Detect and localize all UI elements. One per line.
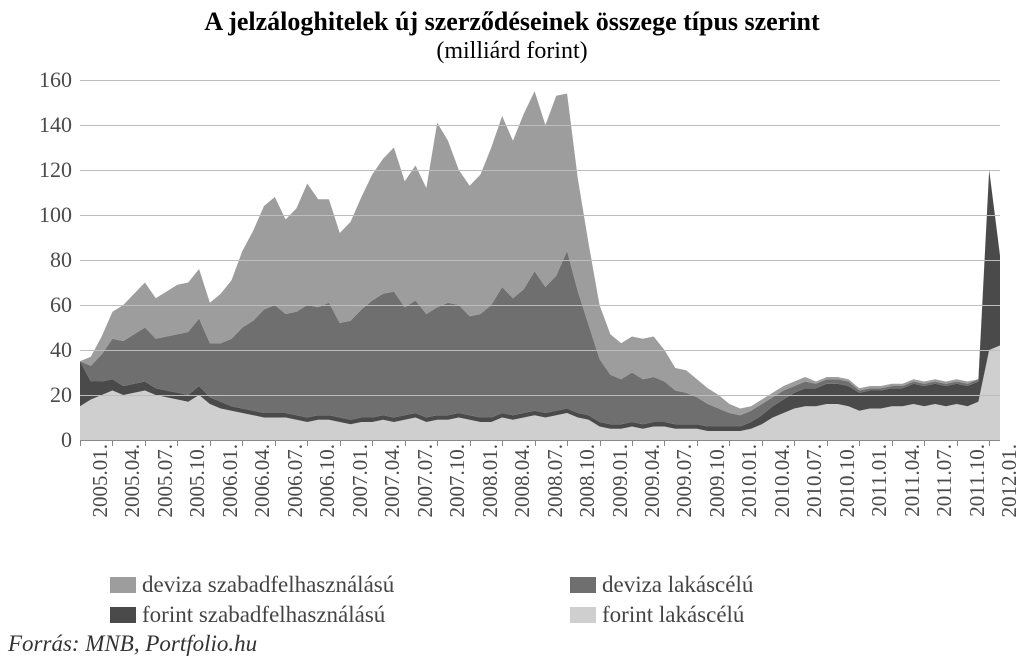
x-tick-mark xyxy=(957,440,958,446)
legend-label: deviza lakáscélú xyxy=(602,572,753,598)
x-tick-label: 2007.01. xyxy=(348,444,373,518)
x-tick-label: 2009.07. xyxy=(672,444,697,518)
plot-area: 020406080100120140160 xyxy=(80,80,1000,441)
x-tick-label: 2006.01. xyxy=(218,444,243,518)
x-tick-mark xyxy=(924,440,925,446)
x-tick-mark xyxy=(372,440,373,446)
x-tick-label: 2010.04. xyxy=(770,444,795,518)
x-tick-label: 2005.04. xyxy=(120,444,145,518)
grid-line xyxy=(80,215,1000,216)
x-tick-label: 2008.10. xyxy=(575,444,600,518)
x-tick-mark xyxy=(632,440,633,446)
grid-line xyxy=(80,125,1000,126)
legend: deviza szabadfelhasználású deviza lakásc… xyxy=(110,572,970,632)
y-tick-label: 100 xyxy=(39,202,80,228)
x-tick-label: 2007.10. xyxy=(445,444,470,518)
legend-item-forint-lakascelu: forint lakáscélú xyxy=(570,602,970,628)
x-tick-label: 2011.10. xyxy=(965,444,990,517)
y-tick-label: 160 xyxy=(39,67,80,93)
legend-label: forint lakáscélú xyxy=(602,602,744,628)
x-tick-mark xyxy=(177,440,178,446)
swatch-icon xyxy=(570,577,596,593)
grid-line xyxy=(80,170,1000,171)
grid-line xyxy=(80,80,1000,81)
legend-item-forint-szabad: forint szabadfelhasználású xyxy=(110,602,510,628)
x-tick-mark xyxy=(697,440,698,446)
x-tick-mark xyxy=(80,440,81,446)
chart-subtitle: (milliárd forint) xyxy=(0,37,1024,66)
x-tick-mark xyxy=(892,440,893,446)
x-tick-mark xyxy=(600,440,601,446)
x-tick-label: 2008.07. xyxy=(543,444,568,518)
x-tick-label: 2011.01. xyxy=(867,444,892,517)
x-tick-label: 2006.04. xyxy=(250,444,275,518)
legend-label: deviza szabadfelhasználású xyxy=(142,572,394,598)
x-tick-mark xyxy=(405,440,406,446)
x-tick-mark xyxy=(664,440,665,446)
x-tick-mark xyxy=(762,440,763,446)
x-tick-label: 2008.04. xyxy=(510,444,535,518)
x-tick-mark xyxy=(729,440,730,446)
x-tick-label: 2008.01. xyxy=(478,444,503,518)
x-tick-label: 2007.07. xyxy=(413,444,438,518)
x-tick-mark xyxy=(859,440,860,446)
swatch-icon xyxy=(110,577,136,593)
x-tick-label: 2010.01. xyxy=(737,444,762,518)
x-tick-mark xyxy=(470,440,471,446)
x-tick-label: 2011.04. xyxy=(900,444,925,517)
x-tick-mark xyxy=(307,440,308,446)
y-tick-label: 140 xyxy=(39,112,80,138)
x-tick-label: 2011.07. xyxy=(932,444,957,517)
x-tick-mark xyxy=(437,440,438,446)
x-tick-label: 2006.10. xyxy=(315,444,340,518)
grid-line xyxy=(80,305,1000,306)
x-tick-mark xyxy=(242,440,243,446)
x-tick-label: 2007.04. xyxy=(380,444,405,518)
x-axis: 2005.01. 2005.04. 2005.07. 2005.10. 2006.01.… xyxy=(80,444,1000,564)
grid-line xyxy=(80,260,1000,261)
x-tick-mark xyxy=(112,440,113,446)
x-tick-label: 2010.07. xyxy=(802,444,827,518)
x-tick-label: 2009.01. xyxy=(608,444,633,518)
y-tick-label: 60 xyxy=(50,292,80,318)
x-tick-mark xyxy=(340,440,341,446)
legend-item-deviza-szabad: deviza szabadfelhasználású xyxy=(110,572,510,598)
x-tick-mark xyxy=(827,440,828,446)
chart-title: A jelzáloghitelek új szerződéseinek össz… xyxy=(0,6,1024,37)
source-text: Forrás: MNB, Portfolio.hu xyxy=(8,631,257,657)
x-tick-mark xyxy=(535,440,536,446)
y-tick-label: 40 xyxy=(50,337,80,363)
legend-item-deviza-lakascelu: deviza lakáscélú xyxy=(570,572,970,598)
swatch-icon xyxy=(110,607,136,623)
x-tick-label: 2005.07. xyxy=(153,444,178,518)
x-tick-mark xyxy=(145,440,146,446)
y-tick-label: 120 xyxy=(39,157,80,183)
swatch-icon xyxy=(570,607,596,623)
x-tick-mark xyxy=(210,440,211,446)
chart-title-block: A jelzáloghitelek új szerződéseinek össz… xyxy=(0,6,1024,66)
grid-line xyxy=(80,350,1000,351)
x-tick-mark xyxy=(502,440,503,446)
legend-label: forint szabadfelhasználású xyxy=(142,602,385,628)
x-tick-label: 2010.10. xyxy=(835,444,860,518)
y-tick-label: 0 xyxy=(61,427,80,453)
x-tick-mark xyxy=(275,440,276,446)
x-tick-label: 2012.01. xyxy=(997,444,1022,518)
y-tick-label: 20 xyxy=(50,382,80,408)
x-tick-label: 2005.10. xyxy=(185,444,210,518)
x-tick-mark xyxy=(567,440,568,446)
x-tick-label: 2005.01. xyxy=(88,444,113,518)
x-tick-label: 2006.07. xyxy=(283,444,308,518)
x-tick-label: 2009.10. xyxy=(705,444,730,518)
x-tick-mark xyxy=(794,440,795,446)
x-tick-label: 2009.04. xyxy=(640,444,665,518)
grid-line xyxy=(80,395,1000,396)
x-tick-mark xyxy=(989,440,990,446)
y-tick-label: 80 xyxy=(50,247,80,273)
